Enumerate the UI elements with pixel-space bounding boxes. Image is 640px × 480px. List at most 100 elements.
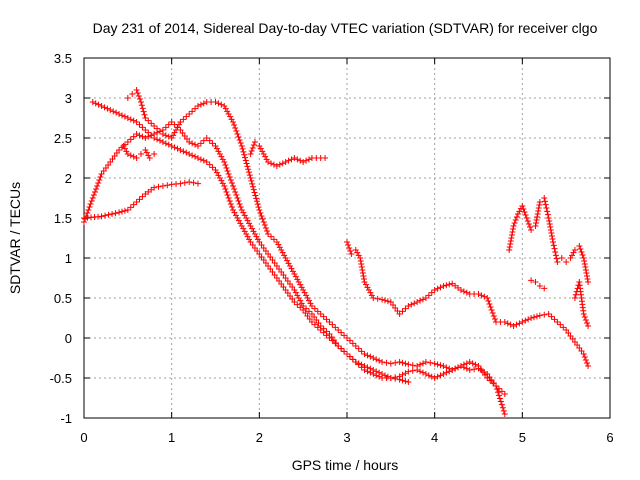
data-point [136,121,143,128]
data-point [260,151,267,157]
data-point [222,186,229,192]
data-point [129,91,136,97]
data-point [246,172,253,179]
data-point [273,239,280,245]
data-point [233,128,240,134]
data-point [379,359,386,365]
data-point [570,249,577,256]
data-point [232,125,239,131]
data-point [253,198,260,205]
data-point [525,316,532,323]
data-point [230,183,237,189]
data-point [237,140,244,146]
data-point [215,172,222,179]
data-point [142,127,149,133]
data-point [563,259,570,265]
data-point [148,120,155,127]
data-point [370,295,377,301]
data-point [130,133,137,140]
data-point [227,113,234,120]
data-point [525,221,532,227]
data-point [582,357,589,363]
data-point [524,218,531,224]
data-point [496,395,503,402]
data-point [174,145,181,152]
data-point [516,320,523,327]
data-point [257,145,264,152]
data-point [244,163,251,170]
data-point [247,223,254,229]
data-point [180,116,187,123]
data-point [491,316,498,322]
data-point [367,365,374,372]
data-point [346,337,353,344]
data-point [139,133,146,140]
data-point [228,204,235,210]
data-point [519,319,526,325]
data-point [567,255,574,261]
data-point [534,211,541,217]
y-tick-label: -1 [60,411,72,426]
y-tick-label: 3.5 [54,51,72,66]
data-point [234,195,241,201]
data-point [332,324,339,331]
data-point [460,361,467,368]
data-point [247,151,254,157]
data-point [124,95,131,101]
data-point [557,321,564,328]
data-point [133,155,140,161]
data-point [189,140,196,147]
data-point [484,295,491,301]
x-tick-label: 3 [343,430,350,445]
data-point [224,168,231,174]
data-point [367,353,374,360]
data-point [165,121,172,128]
data-point [364,364,371,371]
data-point [428,289,435,296]
data-point [344,239,350,245]
data-point [381,372,388,379]
data-point [405,379,412,385]
data-point [509,229,516,235]
data-point [223,189,230,195]
data-point [98,213,105,220]
data-point [352,247,359,253]
data-point [359,270,366,276]
data-point [168,143,175,149]
data-point [303,305,310,312]
data-point [582,264,589,270]
data-point [323,316,330,323]
data-point [118,112,125,119]
data-point [437,362,444,369]
data-point [123,148,130,155]
data-point [264,228,271,234]
data-point [159,131,166,137]
data-point [241,228,248,235]
data-point [314,308,321,315]
data-point [218,101,225,108]
data-point [162,124,169,131]
data-point [507,241,514,247]
data-point [197,101,204,108]
data-point [134,90,141,96]
data-point [225,171,232,177]
data-point [215,100,222,107]
data-point [279,249,286,256]
data-point [94,183,101,189]
data-point [140,108,147,115]
data-point [289,268,296,275]
data-point [349,340,356,347]
data-point [212,143,219,149]
data-point [177,180,184,187]
data-point [506,244,513,250]
x-tick-label: 5 [519,430,526,445]
data-point [90,192,97,198]
data-point [86,204,93,210]
data-point [306,308,313,315]
data-point [440,371,447,377]
data-point [490,313,497,319]
data-point [268,160,275,167]
data-point [154,136,161,143]
data-point [233,192,240,198]
data-point [156,137,163,144]
